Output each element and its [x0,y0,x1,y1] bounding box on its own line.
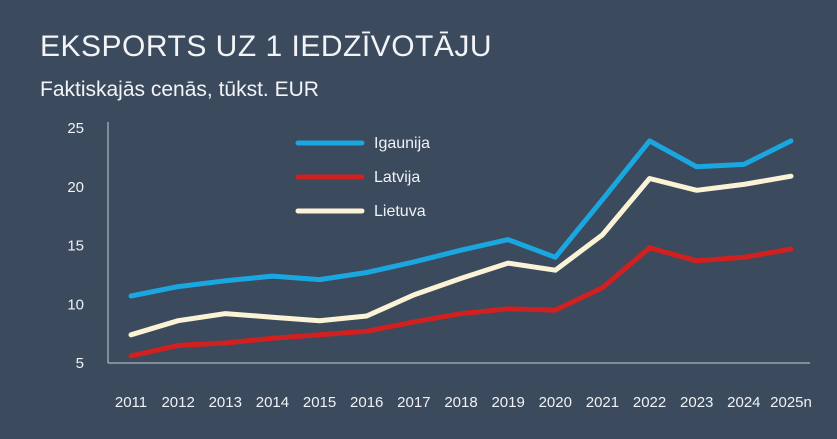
chart-title: EKSPORTS UZ 1 IEDZĪVOTĀJU [40,30,493,63]
series-line-igaunija [128,138,794,299]
series-lines [128,138,794,359]
x-tick-label: 2014 [256,394,289,411]
x-tick-label: 2013 [209,394,242,411]
x-tick-label: 2012 [161,394,194,411]
x-tick-label: 2025n [770,394,812,411]
legend-label-latvija: Latvija [374,169,420,186]
y-tick-label: 10 [67,296,84,313]
legend-label-lietuva: Lietuva [374,203,426,220]
y-tick-label: 15 [67,238,84,255]
x-tick-label: 2021 [586,394,619,411]
legend-label-igaunija: Igaunija [374,135,430,152]
chart-subtitle: Faktiskajās cenās, tūkst. EUR [40,78,319,101]
x-tick-label: 2018 [444,394,477,411]
x-tick-label: 2023 [680,394,713,411]
y-tick-label: 25 [67,120,84,137]
series-line-lietuva [128,173,794,338]
x-tick-label: 2015 [303,394,336,411]
series-line-latvija [128,245,794,359]
x-tick-label: 2024 [727,394,760,411]
x-tick-label: 2016 [350,394,383,411]
y-tick-label: 5 [76,355,84,372]
x-tick-label: 2019 [491,394,524,411]
x-tick-label: 2017 [397,394,430,411]
x-tick-label: 2020 [539,394,572,411]
x-tick-label: 2011 [115,394,147,411]
legend: Igaunija Latvija Lietuva [295,135,430,220]
y-tick-label: 20 [67,179,84,196]
x-tick-label: 2022 [633,394,666,411]
